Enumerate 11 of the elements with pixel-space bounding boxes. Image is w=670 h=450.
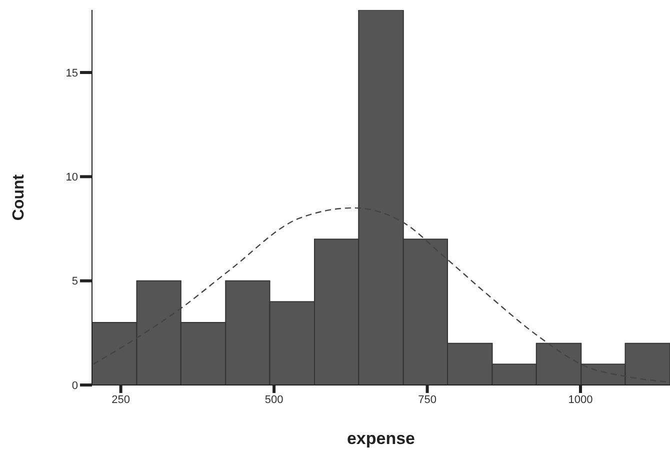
y-axis-title: Count	[10, 174, 28, 221]
x-tick-label: 750	[418, 394, 436, 406]
x-axis-title: expense	[346, 429, 416, 448]
y-tick-label: 15	[66, 67, 78, 80]
y-tick-label: 10	[66, 172, 78, 184]
x-tick-label: 500	[264, 394, 284, 406]
y-tick-label: 0	[72, 380, 78, 392]
x-tick-label: 1000	[568, 394, 593, 406]
y-tick-label: 5	[72, 276, 78, 288]
line-series	[92, 207, 668, 382]
x-tick-label: 250	[112, 394, 130, 406]
